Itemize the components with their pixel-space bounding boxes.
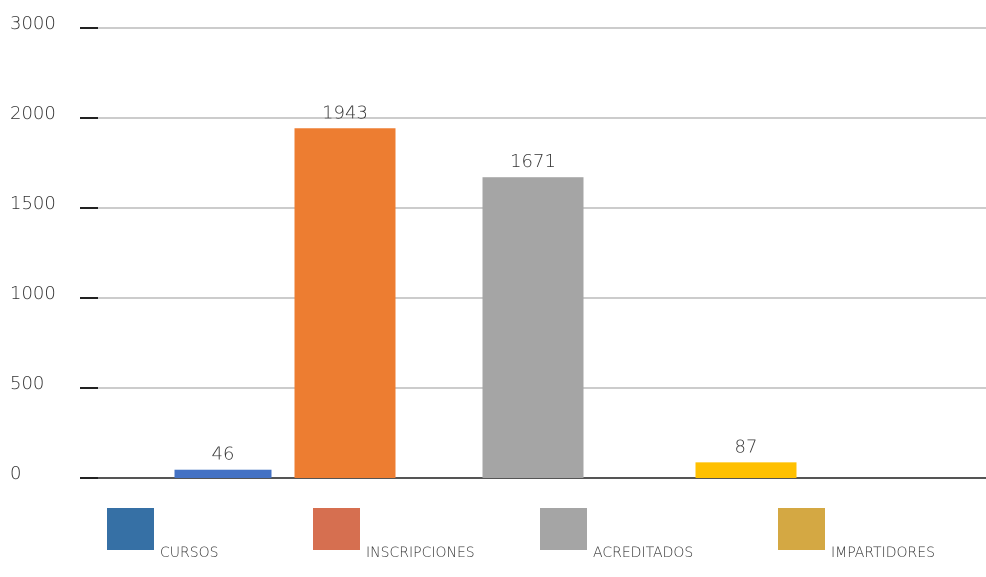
legend-label: ACREDITADOS bbox=[593, 545, 693, 561]
y-tick-label: 2000 bbox=[10, 103, 56, 124]
data-label: 87 bbox=[735, 436, 758, 457]
bar bbox=[482, 177, 584, 478]
legend-swatch bbox=[107, 508, 154, 550]
bar bbox=[294, 128, 396, 478]
legend-swatch bbox=[313, 508, 360, 550]
y-tick-label: 3000 bbox=[10, 13, 56, 34]
legend-swatch bbox=[540, 508, 587, 550]
y-tick-label: 500 bbox=[10, 373, 44, 394]
y-tick-label: 1000 bbox=[10, 283, 56, 304]
legend-label: INSCRIPCIONES bbox=[366, 545, 475, 561]
y-tick-label: 0 bbox=[10, 463, 21, 484]
bar bbox=[695, 462, 797, 478]
data-label: 46 bbox=[212, 444, 235, 465]
legend-label: IMPARTIDORES bbox=[831, 545, 935, 561]
bar bbox=[174, 469, 272, 478]
y-tick-label: 1500 bbox=[10, 193, 56, 214]
data-label: 1671 bbox=[510, 151, 556, 172]
data-label: 1943 bbox=[322, 102, 368, 123]
legend-swatch bbox=[778, 508, 825, 550]
legend-label: CURSOS bbox=[160, 545, 219, 561]
